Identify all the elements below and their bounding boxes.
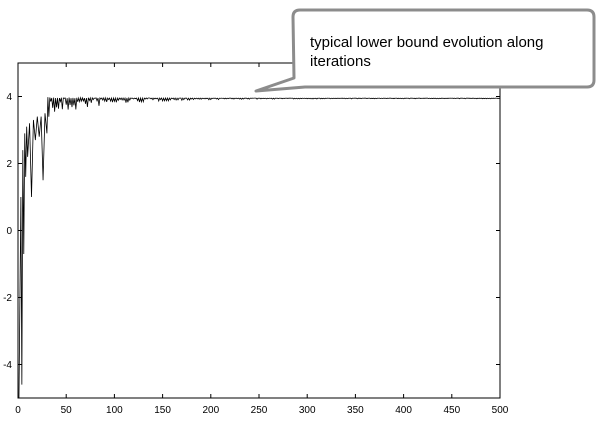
x-tick-label-2: 100 [106,405,123,416]
x-tick-label-7: 350 [347,405,364,416]
x-tick-label-1: 50 [61,405,73,416]
x-tick-label-0: 0 [15,405,21,416]
callout-bubble [254,8,596,93]
plot-frame [17,62,501,399]
callout-text: typical lower bound evolution along iter… [310,34,548,70]
x-tick-label-5: 250 [251,405,268,416]
axis-ticks: 0 50 100 150 200 250 300 350 400 450 500 -4 -2 0 2 4 [3,63,509,416]
x-tick-label-4: 200 [202,405,219,416]
series-line-lower-bound [18,96,501,399]
x-tick-label-3: 150 [154,405,171,416]
y-tick-label-3: 2 [6,159,12,170]
y-tick-label-0: -4 [3,360,12,371]
callout: typical lower bound evolution along iter… [254,8,596,93]
callout-text-line-2: iterations [310,53,371,70]
y-tick-label-1: -2 [3,293,12,304]
y-tick-label-2: 0 [6,226,12,237]
x-tick-label-8: 400 [395,405,412,416]
callout-text-line-1: typical lower bound evolution along [310,34,544,51]
x-tick-label-10: 500 [492,405,509,416]
x-tick-label-9: 450 [443,405,460,416]
y-tick-label-4: 4 [6,92,12,103]
x-tick-label-6: 300 [299,405,316,416]
